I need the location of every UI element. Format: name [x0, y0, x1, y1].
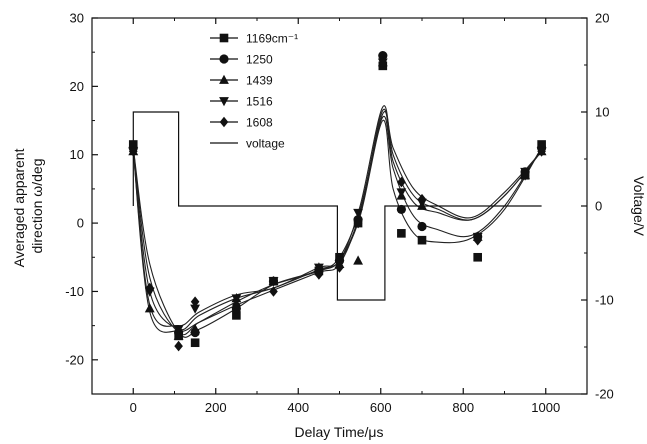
legend-label: voltage [246, 137, 285, 151]
data-point-series-1 [473, 252, 482, 262]
data-point-series-5 [537, 146, 546, 157]
y-axis-title-line-1: Averaged apparent [11, 148, 27, 267]
data-point-series-3 [353, 255, 363, 265]
data-point-series-4 [353, 208, 363, 219]
data-point-series-4 [396, 188, 407, 198]
legend-marker [219, 97, 229, 107]
data-point-series-4 [173, 325, 184, 335]
data-point-series-4 [190, 304, 200, 314]
legend-label: 1608 [246, 116, 273, 130]
data-point-series-5 [190, 296, 200, 307]
legend-marker [219, 33, 229, 43]
x-tick-label: 800 [452, 400, 474, 415]
data-point-series-5 [269, 286, 278, 297]
right-tick-label: 0 [595, 199, 602, 214]
legend-label: 1439 [246, 74, 273, 88]
x-tick-label: 600 [370, 400, 392, 415]
data-point-series-5 [232, 299, 241, 311]
data-point-series-5 [520, 169, 530, 181]
data-point-series-2 [396, 204, 406, 215]
data-point-series-5 [314, 269, 324, 280]
x-axis-title: Delay Time/μs [295, 424, 384, 440]
y-tick-label: 10 [70, 147, 84, 162]
x-tick-label: 200 [205, 400, 227, 415]
right-tick-label: -10 [595, 293, 614, 308]
y-tick-label: -10 [65, 284, 84, 299]
legend-marker [219, 54, 229, 64]
data-point-series-3 [190, 323, 200, 333]
data-point-series-5 [353, 217, 363, 229]
legend-marker [219, 116, 229, 128]
data-point-series-2 [378, 51, 388, 61]
right-tick-label: 20 [595, 11, 609, 26]
right-tick-label: 10 [595, 105, 609, 120]
data-point-series-5 [174, 340, 183, 352]
right-tick-label: -20 [595, 387, 614, 402]
data-point-series-5 [128, 146, 138, 157]
data-point-series-5 [397, 176, 406, 188]
data-point-series-4 [268, 277, 279, 287]
data-point-series-5 [417, 193, 427, 205]
legend-marker [219, 74, 229, 84]
x-tick-label: 400 [287, 400, 309, 415]
x-tick-label: 0 [130, 400, 137, 415]
data-point-series-5 [473, 234, 482, 246]
y-axis-title-line-2: direction ω/deg [29, 159, 45, 254]
voltage-line [132, 111, 542, 301]
data-point-series-5 [145, 282, 155, 294]
data-point-series-1 [232, 311, 241, 320]
legend-label: 1516 [246, 95, 273, 109]
y-tick-label: 0 [77, 216, 84, 231]
data-point-series-3 [144, 303, 155, 313]
data-point-series-4 [314, 263, 324, 273]
y-tick-label: 30 [70, 11, 84, 26]
data-point-series-5 [378, 57, 388, 68]
data-point-series-5 [335, 262, 344, 273]
right-axis-title: Voltage/V [631, 176, 647, 237]
legend-label: 1250 [246, 53, 273, 67]
data-point-series-1 [190, 338, 200, 348]
y-tick-label: -20 [65, 352, 84, 367]
data-point-series-4 [231, 294, 242, 304]
x-tick-label: 1000 [531, 400, 560, 415]
data-point-series-2 [417, 221, 427, 232]
data-point-series-3 [173, 330, 184, 340]
legend-label: 1169cm⁻¹ [246, 32, 298, 46]
y-axis-title: Averaged apparent direction ω/deg [11, 145, 45, 268]
y-tick-label: 20 [70, 79, 84, 94]
data-point-series-1 [397, 229, 406, 238]
data-point-series-1 [417, 235, 427, 245]
